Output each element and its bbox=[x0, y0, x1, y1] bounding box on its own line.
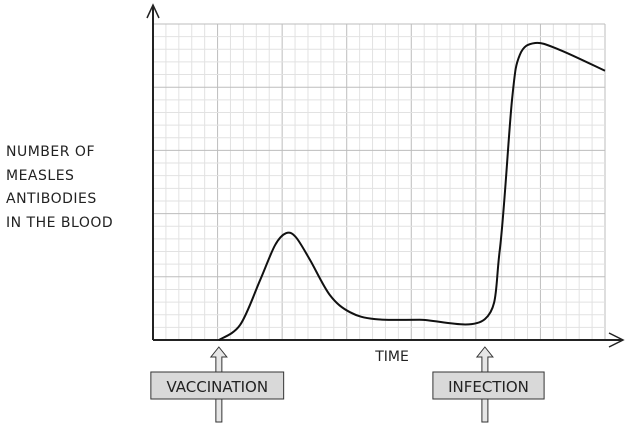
y-axis-label-line: NUMBER OF bbox=[6, 144, 95, 160]
annotation-box bbox=[150, 371, 285, 400]
annotations: VACCINATION INFECTION bbox=[150, 346, 545, 423]
annotation-infection: INFECTION bbox=[432, 346, 545, 423]
axes bbox=[146, 3, 625, 348]
grid bbox=[152, 23, 606, 341]
series bbox=[218, 41, 606, 341]
annotation-label: VACCINATION bbox=[166, 378, 268, 396]
annotation-box bbox=[432, 371, 545, 400]
antibody-curve bbox=[218, 41, 606, 341]
x-axis-arrowhead bbox=[608, 332, 625, 348]
y-axis-label-line: MEASLES bbox=[6, 167, 75, 184]
annotation-label: INFECTION bbox=[448, 378, 529, 396]
y-axis-label: NUMBER OF MEASLES ANTIBODIES IN THE BLOO… bbox=[6, 141, 113, 235]
y-axis-label-line: IN THE BLOOD bbox=[6, 214, 114, 231]
x-axis-label: TIME bbox=[374, 349, 409, 365]
y-axis-arrowhead bbox=[146, 3, 160, 19]
y-axis-label-line: ANTIBODIES bbox=[6, 191, 97, 207]
annotation-vaccination: VACCINATION bbox=[150, 346, 285, 423]
